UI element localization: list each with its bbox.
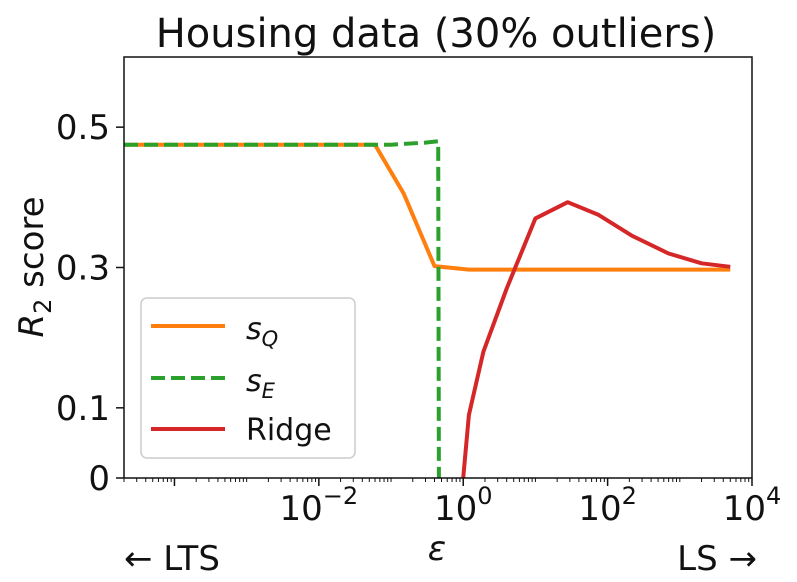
legend-label-ridge: Ridge [246,413,332,448]
x-tick-label: 104 [723,482,782,529]
x-tick-label: 102 [578,482,637,529]
legend-label-sq: sQ [246,312,278,351]
series-ridge-line [461,200,731,478]
legend-box [140,297,356,459]
x-tick-label: 10−2 [280,482,359,529]
y-tick-label: 0.5 [56,108,110,148]
lts-annotation: ← LTS [124,539,220,579]
y-axis-label: R2 score [12,196,57,337]
y-tick-label: 0.3 [56,249,110,289]
series-se-line [124,139,441,478]
chart-title: Housing data (30% outliers) [156,11,717,57]
x-tick-label: 100 [434,482,493,529]
legend-label-se: sE [246,364,276,403]
series-sq-line [124,142,731,272]
y-tick-label: 0 [88,459,110,499]
legend: sQ sE Ridge [140,297,356,459]
y-tick-label: 0.1 [56,389,110,429]
ls-annotation: LS → [677,539,757,579]
x-axis-label: ε [428,529,446,569]
